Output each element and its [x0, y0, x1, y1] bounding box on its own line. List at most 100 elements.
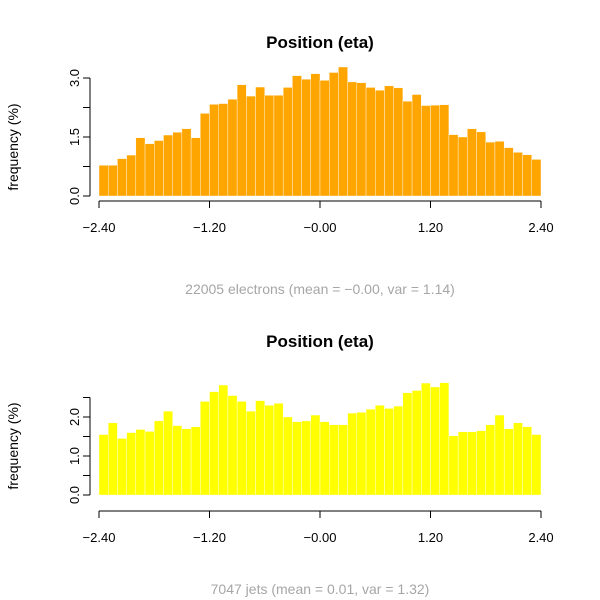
histogram-electrons: Position (eta) frequency (%) 22005 elect… [5, 33, 554, 297]
x-tick-label: −0.00 [304, 530, 337, 545]
histogram-bar [172, 132, 183, 197]
histogram-bar [126, 154, 137, 197]
histogram-bar [448, 134, 459, 197]
y-axis: 0.0 1.0 2.0 [67, 397, 91, 504]
histogram-bar [181, 128, 192, 197]
histogram-bar [393, 405, 404, 496]
histogram-bar [246, 95, 256, 197]
histogram-bar [531, 159, 542, 197]
histogram-bar [365, 409, 376, 496]
histogram-bar [190, 137, 201, 197]
histogram-bar [310, 414, 321, 496]
histogram-bar [282, 416, 293, 496]
bar-group [98, 66, 542, 197]
histogram-bar [375, 405, 385, 496]
histogram-bar [522, 154, 532, 197]
histogram-bar [108, 165, 118, 197]
histogram-bar [439, 382, 450, 496]
histogram-bar [503, 428, 514, 496]
histogram-bar [365, 87, 376, 197]
x-tick-label: 2.40 [528, 530, 553, 545]
histogram-bar [319, 80, 330, 197]
histogram-bar [255, 86, 265, 197]
y-tick-label: 1.0 [67, 447, 82, 465]
histogram-bar [448, 435, 459, 496]
histogram-bar [135, 429, 146, 496]
chart-caption: 22005 electrons (mean = −0.00, var = 1.1… [185, 281, 455, 297]
histogram-bar [301, 78, 311, 197]
histogram-bar [227, 99, 238, 197]
histogram-bar [108, 422, 118, 496]
histogram-bar [200, 401, 210, 496]
histogram-bar [393, 87, 404, 197]
x-tick-label: −2.40 [83, 530, 116, 545]
chart-title: Position (eta) [266, 332, 374, 351]
histogram-bar [117, 158, 127, 197]
histogram-bar [467, 431, 477, 496]
histogram-bar [209, 104, 219, 197]
histogram-bar [457, 431, 468, 496]
histogram-bar [218, 384, 229, 496]
histogram-bar [513, 422, 523, 496]
histogram-bar [264, 405, 275, 496]
histogram-bar [154, 420, 164, 496]
y-tick-label: 2.0 [67, 408, 82, 426]
histogram-bar [347, 81, 358, 197]
histogram-bar [522, 426, 532, 496]
histogram-bar [255, 400, 265, 496]
chart-caption: 7047 jets (mean = 0.01, var = 1.32) [211, 581, 430, 597]
histogram-bar [430, 104, 440, 197]
histogram-bar [227, 395, 238, 496]
x-tick-label: 2.40 [528, 220, 553, 235]
x-tick-label: −2.40 [83, 220, 116, 235]
histogram-bar [375, 89, 385, 197]
histogram-bar [329, 424, 339, 496]
x-tick-label: −0.00 [304, 220, 337, 235]
histogram-bar [246, 410, 256, 496]
histogram-bar [356, 412, 367, 496]
histogram-bar [98, 165, 109, 197]
y-tick-label: 3.0 [67, 69, 82, 87]
histogram-bar [190, 426, 201, 496]
histogram-bar [292, 75, 302, 197]
y-tick-label: 1.5 [67, 128, 82, 146]
histogram-bar [236, 84, 247, 197]
x-axis: −2.40 −1.20 −0.00 1.20 2.40 [83, 510, 554, 545]
y-tick-label: 0.0 [67, 486, 82, 504]
histogram-bar [282, 87, 293, 197]
histogram-bar [273, 403, 284, 496]
histogram-bar [273, 95, 284, 197]
histogram-bar [467, 128, 477, 197]
histogram-bar [485, 424, 496, 496]
y-axis-label: frequency (%) [5, 402, 21, 489]
x-tick-label: 1.20 [418, 530, 443, 545]
histogram-bar [144, 143, 155, 197]
histogram-bar [457, 136, 468, 197]
histogram-bar [430, 386, 440, 496]
histogram-bar [503, 147, 514, 197]
histogram-bar [236, 401, 247, 496]
histogram-bar [411, 390, 422, 496]
histogram-bar [200, 113, 210, 197]
histogram-bar [181, 428, 192, 496]
histogram-bar [411, 94, 422, 197]
histogram-bar [154, 140, 164, 197]
histogram-bar [402, 392, 413, 496]
histogram-bar [384, 85, 394, 197]
x-tick-label: −1.20 [193, 220, 226, 235]
histogram-bar [494, 414, 505, 496]
x-tick-label: −1.20 [193, 530, 226, 545]
x-axis: −2.40 −1.20 −0.00 1.20 2.40 [83, 200, 554, 235]
histogram-bar [485, 141, 496, 197]
histogram-bar [329, 72, 339, 197]
histogram-bar [421, 105, 431, 197]
histogram-bar [172, 425, 183, 496]
histogram-bar [338, 66, 348, 197]
histogram-jets: Position (eta) frequency (%) 7047 jets (… [5, 332, 554, 597]
histogram-bar [513, 152, 523, 197]
y-axis-label: frequency (%) [5, 103, 21, 190]
chart-title: Position (eta) [266, 33, 374, 52]
histogram-bar [310, 73, 321, 197]
histogram-bar [209, 391, 219, 496]
